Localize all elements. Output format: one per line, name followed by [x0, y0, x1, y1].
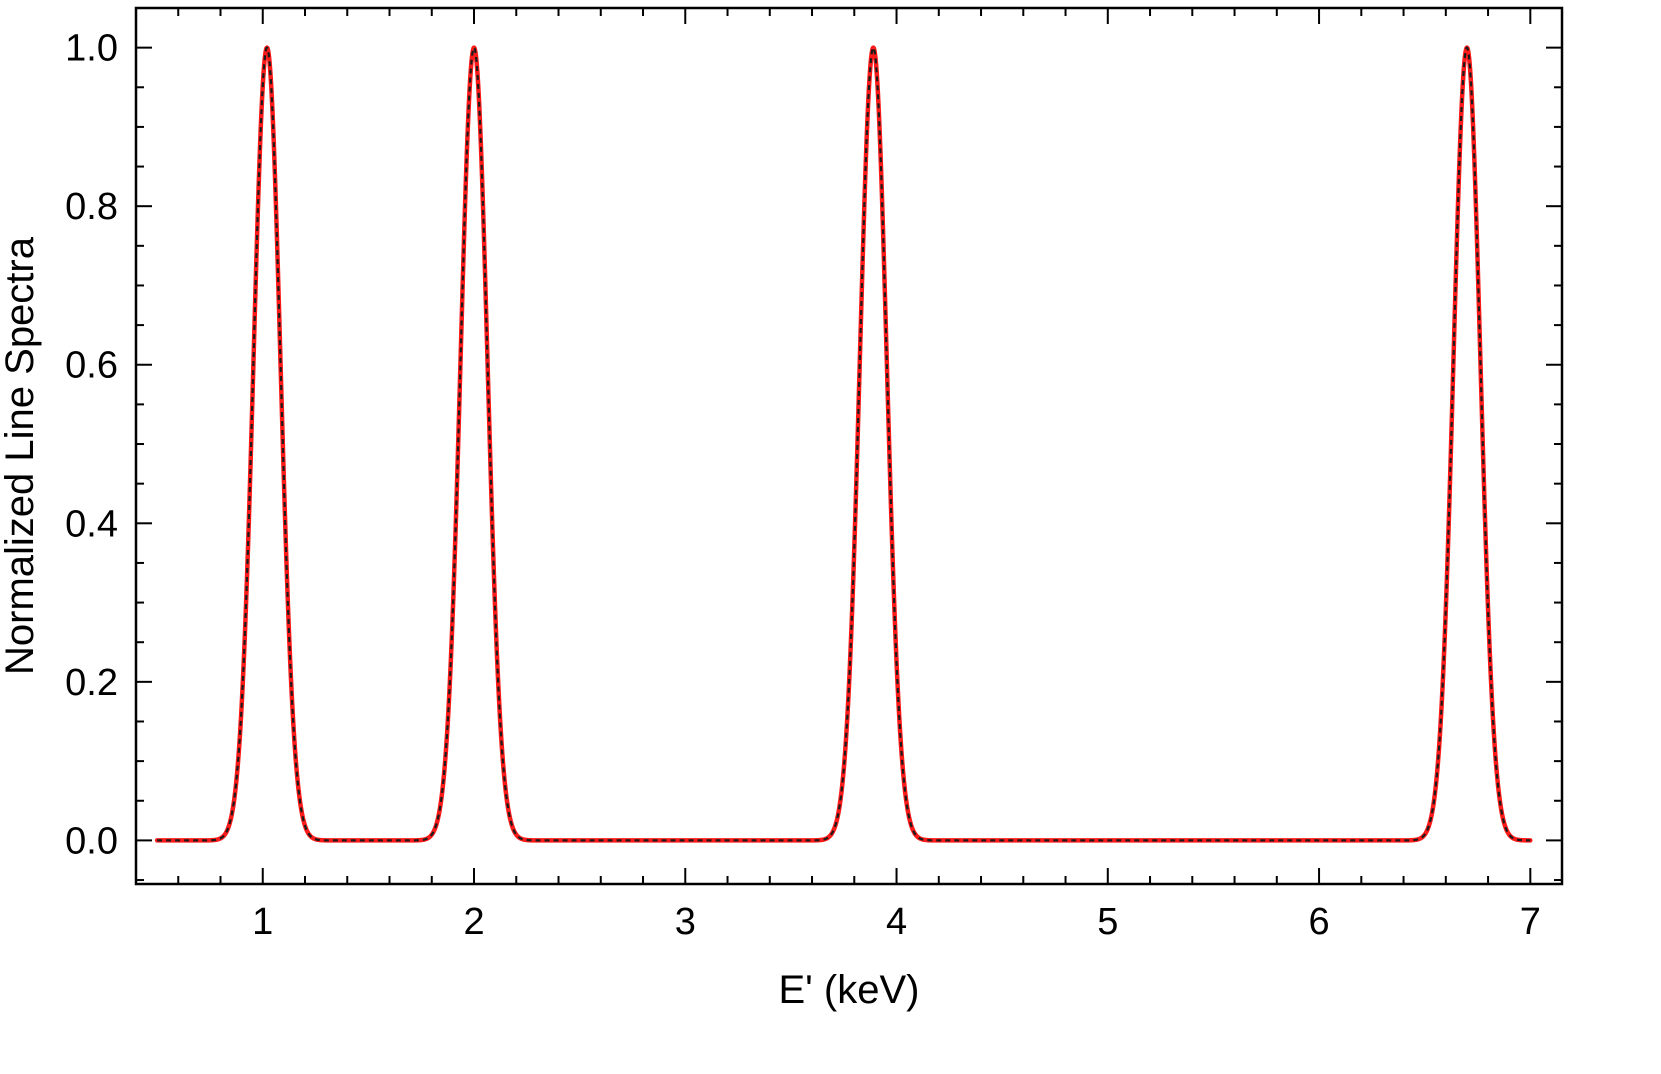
x-ticks: 1 2 3 4 5 6 7: [135, 8, 1541, 943]
series-layer: [154, 45, 1533, 843]
y-axis-label: Normalized Line Spectra: [0, 236, 42, 675]
x-tick-label: 5: [1097, 901, 1118, 943]
x-tick-label: 3: [675, 901, 696, 943]
y-tick-label: 0.8: [65, 186, 118, 228]
x-tick-label: 7: [1520, 901, 1541, 943]
x-tick-label: 4: [886, 901, 907, 943]
y-tick-label: 1.0: [65, 28, 118, 70]
y-ticks: 0.0 0.2 0.4 0.6 0.8 1.0: [65, 7, 1562, 882]
x-tick-label: 6: [1308, 901, 1329, 943]
series-dashed-line: [156, 46, 1531, 842]
y-tick-label: 0.4: [65, 503, 118, 545]
x-axis-label: E' (keV): [779, 968, 920, 1012]
x-tick-label: 2: [463, 901, 484, 943]
y-tick-label: 0.2: [65, 662, 118, 704]
y-tick-label: 0.6: [65, 345, 118, 387]
plot-frame: [134, 6, 1564, 886]
x-tick-label: 1: [252, 901, 273, 943]
y-tick-label: 0.0: [65, 820, 118, 862]
series-solid-line: [154, 45, 1533, 843]
